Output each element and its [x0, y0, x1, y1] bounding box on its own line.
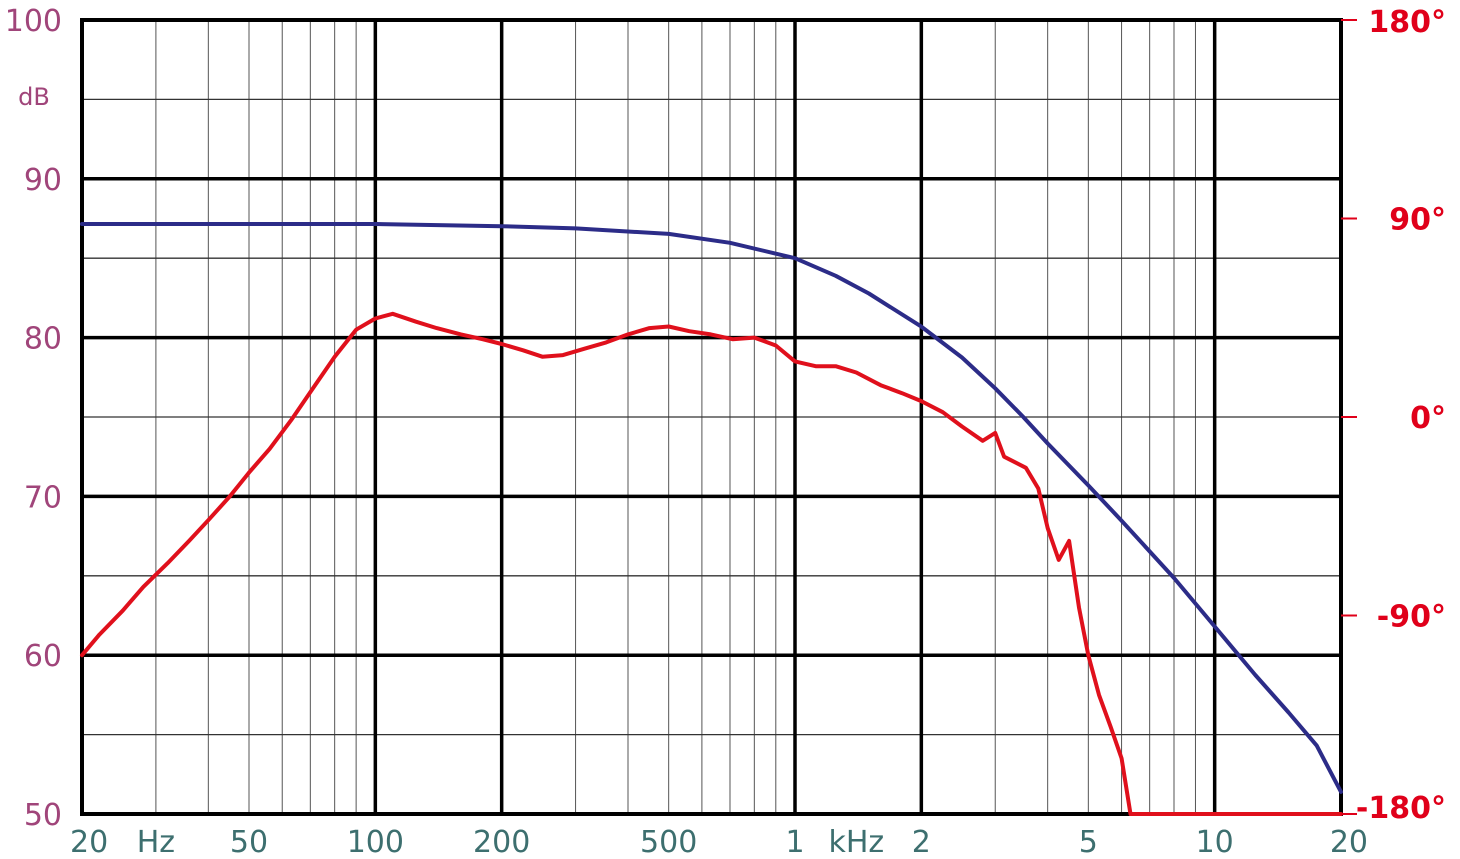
- right-axis-tick-label: -180°: [1356, 791, 1446, 826]
- x-axis-tick-label: 20: [70, 825, 108, 859]
- x-axis-tick-label: 500: [640, 825, 697, 859]
- left-axis-tick-label: 70: [24, 480, 62, 515]
- series-line-magnitude: [80, 311, 1343, 816]
- x-axis-tick-label: 5: [1079, 825, 1098, 859]
- x-axis-tick-label: kHz: [828, 825, 884, 859]
- left-axis-tick-label: 90: [24, 163, 62, 198]
- right-axis-tick-label: 90°: [1389, 203, 1446, 238]
- x-axis-tick-label: 20: [1330, 825, 1368, 859]
- left-axis-tick-label: 50: [24, 798, 62, 833]
- x-axis-tick-label: 2: [912, 825, 931, 859]
- x-axis-tick-label: 50: [230, 825, 268, 859]
- series-layer: [80, 222, 1343, 816]
- x-axis-tick-label: 1: [785, 825, 804, 859]
- left-axis-unit-label: dB: [18, 83, 50, 111]
- x-axis-tick-label: 10: [1196, 825, 1234, 859]
- right-axis-tick-label: 180°: [1368, 5, 1446, 40]
- grid-major: [82, 20, 1341, 814]
- series-line-phase: [80, 222, 1343, 794]
- x-axis-tick-label: 100: [347, 825, 404, 859]
- left-axis-tick-label: 60: [24, 639, 62, 674]
- x-axis-tick-label: 200: [473, 825, 530, 859]
- left-axis-tick-label: 80: [24, 322, 62, 357]
- grid-minor: [82, 20, 1341, 814]
- left-axis-tick-label: 100: [5, 4, 62, 39]
- right-axis-tick-label: 0°: [1410, 401, 1446, 436]
- x-axis-tick-label: Hz: [137, 825, 175, 859]
- right-axis-tick-label: -90°: [1377, 600, 1446, 635]
